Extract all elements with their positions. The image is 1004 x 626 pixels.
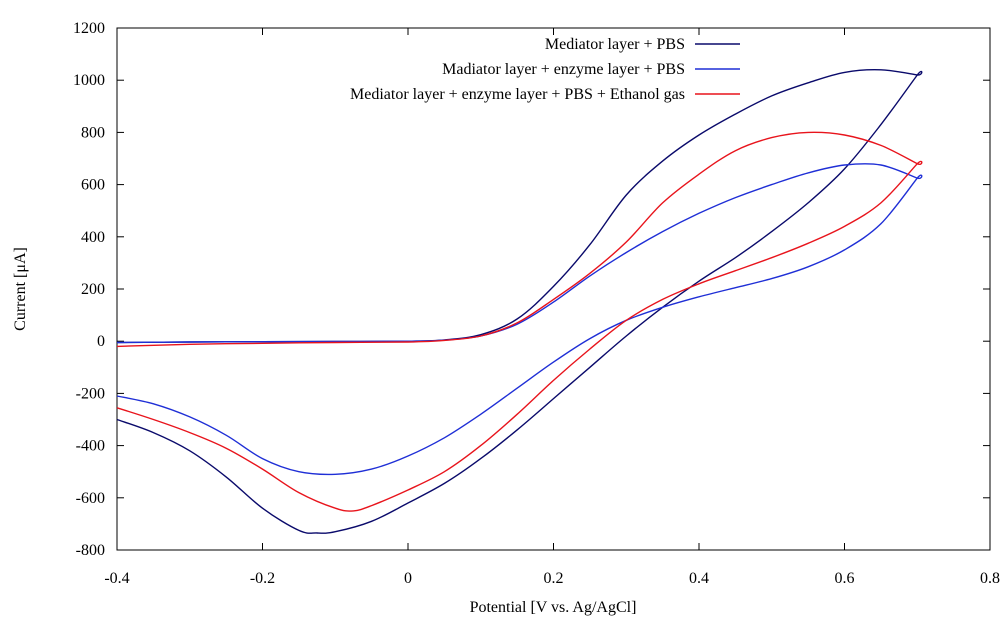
plot-frame: [116, 27, 991, 551]
y-tick-label: 800: [81, 124, 105, 141]
x-tick-label: 0.4: [689, 570, 709, 587]
ticks-layer: -0.4 -0.2 0 0.2 0.4 0.6 0.8 -800 -600 -400 -200 0 20…: [73, 20, 1000, 587]
x-tick-label: -0.2: [250, 570, 275, 587]
legend: Mediator layer + PBS Madiator layer + enz…: [350, 36, 740, 103]
y-tick-label: 200: [81, 281, 105, 298]
y-tick-label: -600: [76, 490, 105, 507]
y-tick-label: 0: [97, 333, 105, 350]
x-tick-label: -0.4: [104, 570, 129, 587]
series-line-0: [116, 68, 923, 534]
y-tick-label: 1200: [73, 20, 105, 37]
y-tick-label: 600: [81, 177, 105, 194]
x-tick-label: 0.8: [980, 570, 1000, 587]
x-tick-label: 0.6: [835, 570, 855, 587]
legend-label-2: Mediator layer + enzyme layer + PBS + Et…: [350, 86, 685, 103]
legend-label-1: Madiator layer + enzyme layer + PBS: [442, 61, 685, 78]
legend-label-0: Mediator layer + PBS: [545, 36, 685, 53]
x-tick-label: 0: [404, 570, 412, 587]
series-layer: [116, 68, 923, 534]
y-tick-label: 400: [81, 229, 105, 246]
series-line-2: [116, 131, 923, 512]
y-tick-label: 1000: [73, 72, 105, 89]
y-tick-label: -400: [76, 438, 105, 455]
x-axis-title: Potential [V vs. Ag/AgCl]: [470, 599, 637, 616]
y-tick-label: -200: [76, 385, 105, 402]
x-tick-label: 0.2: [544, 570, 564, 587]
y-tick-label: -800: [76, 542, 105, 559]
y-axis-title: Current [μA]: [12, 247, 29, 331]
